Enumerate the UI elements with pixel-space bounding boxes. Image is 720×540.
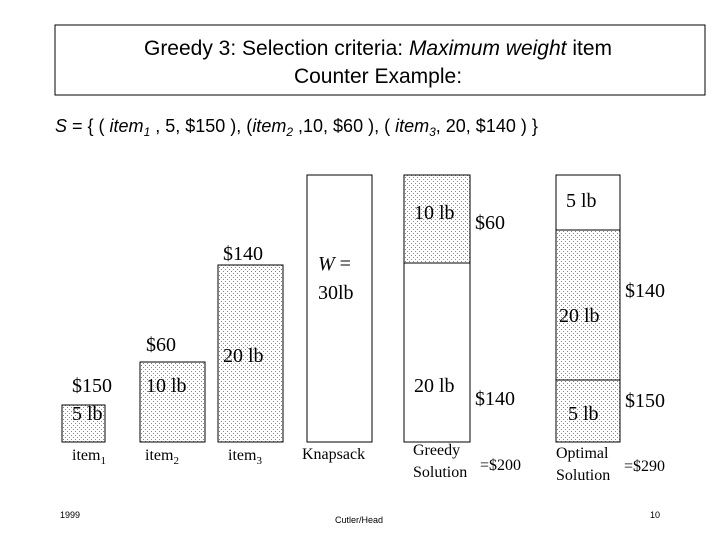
footer-year: 1999: [60, 510, 80, 520]
set-text: = { (: [67, 116, 110, 136]
set-text: item: [395, 116, 429, 136]
item-sub: 1: [100, 455, 106, 467]
title-box: [54, 24, 706, 96]
item-value: $150: [72, 375, 112, 397]
capacity: W =: [318, 253, 351, 275]
capacity-value: 30lb: [318, 282, 354, 304]
set-line: S = { ( item1 , 5, $150 ), (item2 ,10, $…: [55, 116, 538, 139]
title-line1: Greedy 3: Selection criteria: Maximum we…: [144, 37, 612, 60]
title-emphasis: Maximum weight: [409, 37, 568, 60]
optimal-value: $150: [625, 390, 665, 412]
item-value: $60: [146, 334, 176, 356]
greedy-total: =$200: [480, 457, 521, 474]
item-sub: 2: [173, 455, 179, 467]
optimal-part: [555, 229, 621, 381]
item-weight: 10 lb: [146, 375, 187, 397]
item-sub: 3: [256, 455, 262, 467]
title-prefix: Greedy 3: Selection criteria:: [144, 37, 409, 60]
set-text: ,10, $60 ), (: [293, 116, 395, 136]
footer-page: 10: [650, 510, 660, 520]
greedy-part: [403, 262, 471, 443]
set-text: S: [55, 116, 67, 136]
item-label: item2: [145, 447, 179, 467]
set-sub: 3: [429, 125, 436, 139]
capacity-eq: =: [335, 253, 351, 275]
optimal-weight: 20 lb: [559, 305, 600, 327]
set-text: item: [110, 116, 144, 136]
set-sub: 1: [144, 125, 151, 139]
optimal-total: =$290: [624, 458, 665, 475]
set-text: item: [252, 116, 286, 136]
item-name: item: [228, 447, 257, 464]
optimal-part: [555, 174, 621, 231]
set-text: , 5, $150 ), (: [150, 116, 252, 136]
item-box: [139, 361, 206, 443]
item-name: item: [145, 447, 174, 464]
optimal-weight: 5 lb: [566, 190, 597, 212]
greedy-part: [403, 174, 471, 264]
capacity-var: W: [318, 253, 337, 275]
greedy-label: Greedy: [413, 442, 460, 459]
item-label: item1: [72, 447, 106, 467]
greedy-weight: 10 lb: [414, 202, 455, 224]
item-box: [217, 264, 284, 443]
optimal-label: Optimal: [556, 445, 609, 462]
greedy-value: $60: [475, 212, 505, 234]
optimal-label: Solution: [556, 467, 610, 484]
set-text: , 20, $140 ) }: [436, 116, 538, 136]
title-line2: Counter Example:: [294, 65, 462, 88]
greedy-value: $140: [475, 388, 515, 410]
item-value: $140: [223, 243, 263, 265]
knapsack-box: [306, 174, 373, 443]
optimal-part: [555, 379, 621, 443]
item-name: item: [72, 447, 101, 464]
footer-author: Cutler/Head: [335, 515, 383, 525]
item-label: item3: [228, 447, 262, 467]
optimal-value: $140: [625, 280, 665, 302]
greedy-label: Solution: [413, 464, 467, 481]
optimal-weight: 5 lb: [568, 403, 599, 425]
set-sub: 2: [285, 125, 293, 139]
knapsack-label: Knapsack: [302, 446, 365, 463]
item-box: [61, 404, 106, 443]
title-suffix: item: [566, 37, 612, 60]
item-weight: 20 lb: [223, 345, 264, 367]
greedy-weight: 20 lb: [414, 375, 455, 397]
item-weight: 5 lb: [72, 403, 103, 425]
